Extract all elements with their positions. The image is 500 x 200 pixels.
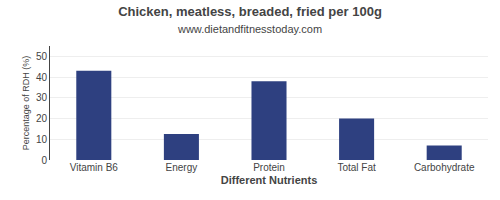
svg-text:Vitamin B6: Vitamin B6 [70,162,119,173]
svg-text:Protein: Protein [253,162,285,173]
svg-text:Percentage of RDH (%): Percentage of RDH (%) [21,56,31,151]
svg-text:Chicken, meatless, breaded, fr: Chicken, meatless, breaded, fried per 10… [118,4,382,35]
svg-text:30: 30 [36,92,48,103]
svg-text:Energy: Energy [166,162,198,173]
svg-text:0: 0 [41,155,47,166]
svg-text:Carbohydrate: Carbohydrate [414,162,475,173]
svg-text:Total Fat: Total Fat [337,162,376,173]
svg-text:40: 40 [36,72,48,83]
svg-text:20: 20 [36,113,48,124]
svg-text:10: 10 [36,134,48,145]
svg-text:Different Nutrients: Different Nutrients [221,174,318,186]
svg-text:50: 50 [36,51,48,62]
